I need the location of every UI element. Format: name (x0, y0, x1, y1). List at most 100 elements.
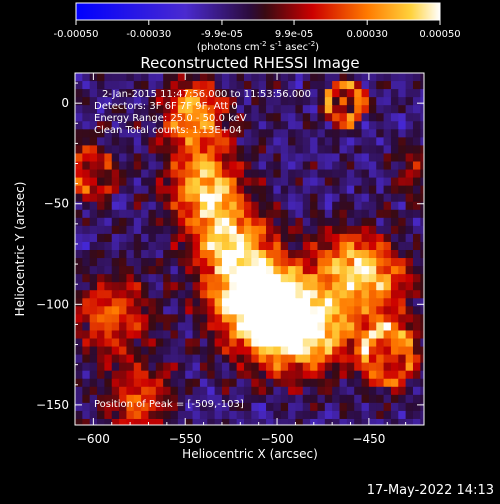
heatmap-cell (361, 370, 370, 380)
heatmap-cell (390, 129, 399, 138)
heatmap-cell (236, 225, 245, 235)
heatmap-cell (258, 233, 267, 243)
heatmap-cell (170, 250, 179, 259)
heatmap-cell (346, 290, 355, 299)
heatmap-cell (192, 394, 201, 404)
heatmap-cell (280, 161, 289, 171)
heatmap-cell (295, 354, 304, 364)
heatmap-cell (280, 338, 289, 348)
heatmap-cell (75, 386, 83, 396)
heatmap-cell (82, 354, 91, 364)
heatmap-cell (332, 362, 341, 372)
heatmap-cell (119, 201, 128, 211)
heatmap-cell (405, 185, 414, 195)
heatmap-cell (148, 282, 157, 291)
heatmap-cell (185, 394, 194, 404)
heatmap-cell (339, 402, 348, 412)
heatmap-cell (273, 105, 282, 114)
heatmap-cell (302, 193, 311, 203)
heatmap-cell (133, 177, 142, 187)
heatmap-cell (148, 145, 157, 155)
heatmap-cell (251, 81, 260, 90)
heatmap-cell (185, 241, 194, 251)
heatmap-cell (163, 362, 172, 372)
heatmap-cell (126, 362, 135, 372)
heatmap-cell (376, 73, 385, 82)
heatmap-cell (280, 81, 289, 90)
heatmap-cell (376, 145, 385, 155)
heatmap-cell (148, 410, 157, 420)
heatmap-cell (251, 290, 260, 299)
heatmap-cell (354, 113, 363, 122)
heatmap-cell (141, 402, 150, 412)
heatmap-cell (383, 394, 392, 404)
heatmap-cell (398, 250, 407, 259)
heatmap-cell (332, 258, 341, 267)
heatmap-cell (288, 346, 297, 356)
heatmap-cell (420, 314, 424, 324)
heatmap-cell (89, 209, 98, 219)
heatmap-cell (332, 233, 341, 243)
heatmap-cell (126, 338, 135, 348)
heatmap-cell (354, 177, 363, 187)
heatmap-cell (170, 386, 179, 396)
heatmap-cell (214, 121, 223, 130)
heatmap-cell (141, 258, 150, 267)
heatmap-cell (199, 338, 208, 348)
heatmap-cell (221, 402, 230, 412)
heatmap-cell (324, 137, 333, 147)
heatmap-cell (339, 290, 348, 299)
heatmap-cell (332, 97, 341, 106)
heatmap-cell (339, 298, 348, 307)
heatmap-cell (368, 145, 377, 155)
heatmap-cell (280, 386, 289, 396)
heatmap-cell (317, 129, 326, 138)
heatmap-cell (177, 185, 186, 195)
heatmap-cell (155, 266, 164, 275)
heatmap-cell (89, 314, 98, 324)
heatmap-cell (214, 322, 223, 332)
heatmap-cell (273, 201, 282, 211)
heatmap-cell (97, 306, 105, 315)
heatmap-cell (170, 330, 179, 340)
heatmap-cell (170, 394, 179, 404)
heatmap-cell (214, 274, 223, 283)
heatmap-cell (324, 209, 333, 219)
heatmap-cell (332, 145, 341, 155)
heatmap-cell (405, 410, 414, 420)
heatmap-cell (266, 290, 274, 299)
heatmap-cell (243, 370, 252, 380)
heatmap-cell (332, 177, 341, 187)
heatmap-cell (75, 394, 83, 404)
heatmap-cell (214, 314, 223, 324)
heatmap-cell (266, 201, 274, 211)
heatmap-cell (288, 298, 297, 307)
heatmap-cell (155, 137, 164, 147)
heatmap-cell (324, 121, 333, 130)
heatmap-cell (97, 298, 105, 307)
heatmap-cell (133, 137, 142, 147)
heatmap-cell (361, 121, 370, 130)
heatmap-cell (295, 177, 304, 187)
heatmap-cell (251, 129, 260, 138)
heatmap-cell (119, 153, 128, 163)
heatmap-cell (368, 201, 377, 211)
heatmap-cell (405, 241, 414, 251)
heatmap-cell (266, 378, 274, 388)
heatmap-cell (126, 410, 135, 420)
heatmap-cell (273, 298, 282, 307)
heatmap-cell (376, 89, 385, 98)
heatmap-cell (199, 298, 208, 307)
heatmap-cell (354, 418, 363, 425)
heatmap-cell (207, 378, 216, 388)
heatmap-cell (273, 282, 282, 291)
heatmap-cell (398, 145, 407, 155)
heatmap-cell (420, 241, 424, 251)
heatmap-cell (332, 378, 341, 388)
heatmap-cell (214, 394, 223, 404)
heatmap-cell (214, 266, 223, 275)
heatmap-cell (119, 193, 128, 203)
heatmap-cell (104, 153, 113, 163)
heatmap-cell (199, 306, 208, 315)
heatmap-cell (273, 290, 282, 299)
